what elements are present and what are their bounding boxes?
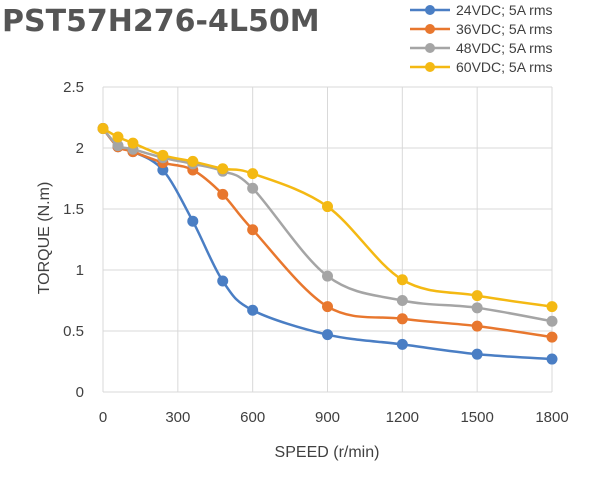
data-point <box>546 353 558 365</box>
x-tick-label: 900 <box>315 409 340 426</box>
series-4 <box>97 122 558 313</box>
legend-label: 48VDC; 5A rms <box>456 40 552 56</box>
x-tick-label: 600 <box>240 409 265 426</box>
data-point <box>217 188 229 200</box>
data-point <box>247 182 259 194</box>
data-point <box>396 274 408 286</box>
data-point <box>546 315 558 327</box>
data-point <box>247 168 259 180</box>
x-tick-label: 0 <box>99 409 107 426</box>
series-layer <box>97 122 558 365</box>
y-axis-label: TORQUE (N.m) <box>36 182 53 295</box>
data-point <box>97 122 109 134</box>
x-tick-label: 1500 <box>460 409 493 426</box>
x-tick-label: 1200 <box>386 409 419 426</box>
data-point <box>546 301 558 313</box>
data-point <box>112 131 124 143</box>
legend-entry: 60VDC; 5A rms <box>410 59 552 75</box>
data-point <box>471 302 483 314</box>
data-point <box>546 331 558 343</box>
grid <box>102 86 553 393</box>
data-point <box>322 201 333 213</box>
legend-entry: 24VDC; 5A rms <box>410 2 552 18</box>
data-point <box>127 137 139 149</box>
legend-entry: 36VDC; 5A rms <box>410 21 552 37</box>
y-tick-label: 0.5 <box>63 323 84 340</box>
legend: 24VDC; 5A rms 36VDC; 5A rms 48VDC; 5A rms 6… <box>410 2 552 75</box>
y-tick-label: 1.5 <box>63 201 84 218</box>
data-point <box>187 215 199 227</box>
legend-entry: 48VDC; 5A rms <box>410 40 552 56</box>
data-point <box>396 338 408 350</box>
data-point <box>217 275 229 287</box>
legend-marker <box>425 5 435 15</box>
legend-label: 60VDC; 5A rms <box>456 59 552 75</box>
data-point <box>322 270 333 282</box>
data-point <box>157 149 169 161</box>
y-tick-label: 2.5 <box>63 79 84 96</box>
tick-labels: 0 300 600 900 1200 1500 1800 0 0.5 1 1.5 2 2.5 <box>63 79 569 426</box>
data-point <box>396 313 408 325</box>
y-tick-label: 0 <box>76 384 84 401</box>
data-point <box>187 155 199 167</box>
y-tick-label: 2 <box>76 140 84 157</box>
x-tick-label: 300 <box>165 409 190 426</box>
data-point <box>471 290 483 302</box>
data-point <box>471 348 483 360</box>
data-point <box>396 295 408 306</box>
data-point <box>471 320 483 332</box>
y-tick-label: 1 <box>76 262 84 279</box>
legend-marker <box>425 43 435 53</box>
data-point <box>247 304 259 316</box>
data-point <box>322 301 333 313</box>
data-point <box>112 140 124 152</box>
data-point <box>322 329 333 341</box>
legend-label: 24VDC; 5A rms <box>456 2 552 18</box>
legend-marker <box>425 62 435 72</box>
data-point <box>217 163 229 175</box>
data-point <box>247 224 259 236</box>
legend-label: 36VDC; 5A rms <box>456 21 552 37</box>
x-tick-label: 1800 <box>535 409 568 426</box>
legend-marker <box>425 24 435 34</box>
x-axis-label: SPEED (r/min) <box>275 444 380 461</box>
chart-title: PST57H276-4L50M <box>2 4 320 39</box>
